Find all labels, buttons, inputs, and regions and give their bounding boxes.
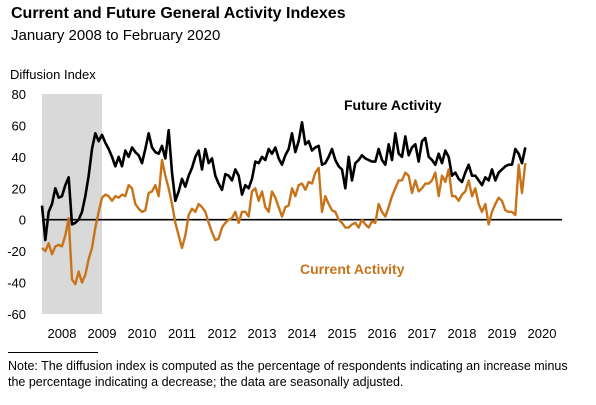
future-activity-line bbox=[40, 120, 527, 242]
x-tick-label: 2013 bbox=[248, 326, 277, 341]
y-tick-label: -20 bbox=[7, 244, 26, 259]
x-tick-label: 2008 bbox=[48, 326, 77, 341]
x-tick-label: 2011 bbox=[168, 326, 196, 341]
chart-title: Current and Future General Activity Inde… bbox=[11, 5, 346, 22]
y-tick-label: 20 bbox=[12, 181, 26, 196]
x-tick-label: 2015 bbox=[328, 326, 357, 341]
y-tick-label: 0 bbox=[19, 213, 26, 228]
note-divider bbox=[8, 352, 98, 353]
x-tick-label: 2010 bbox=[128, 326, 157, 341]
x-tick-label: 2014 bbox=[288, 326, 317, 341]
y-tick-label: 80 bbox=[12, 87, 26, 102]
x-tick-label: 2017 bbox=[408, 326, 437, 341]
current-activity-label: Current Activity bbox=[300, 261, 405, 277]
y-tick-label: -40 bbox=[7, 276, 26, 291]
future-activity-label: Future Activity bbox=[344, 97, 442, 113]
chart-subtitle: January 2008 to February 2020 bbox=[11, 27, 221, 44]
x-tick-label: 2012 bbox=[208, 326, 237, 341]
chart: Diffusion Index -60 -40 -20 0 20 40 60 80 2008 200… bbox=[7, 67, 562, 341]
x-tick-label: 2018 bbox=[448, 326, 477, 341]
x-tick-label: 2016 bbox=[368, 326, 397, 341]
current-activity-line bbox=[41, 158, 527, 286]
y-axis-label: Diffusion Index bbox=[10, 67, 96, 82]
y-tick-label: 60 bbox=[12, 118, 26, 133]
y-tick-label: -60 bbox=[7, 307, 26, 322]
y-tick-label: 40 bbox=[12, 150, 26, 165]
x-tick-label: 2019 bbox=[488, 326, 517, 341]
x-tick-label: 2020 bbox=[528, 326, 557, 341]
x-tick-label: 2009 bbox=[88, 326, 117, 341]
footnote: Note: The diffusion index is computed as… bbox=[8, 359, 568, 389]
